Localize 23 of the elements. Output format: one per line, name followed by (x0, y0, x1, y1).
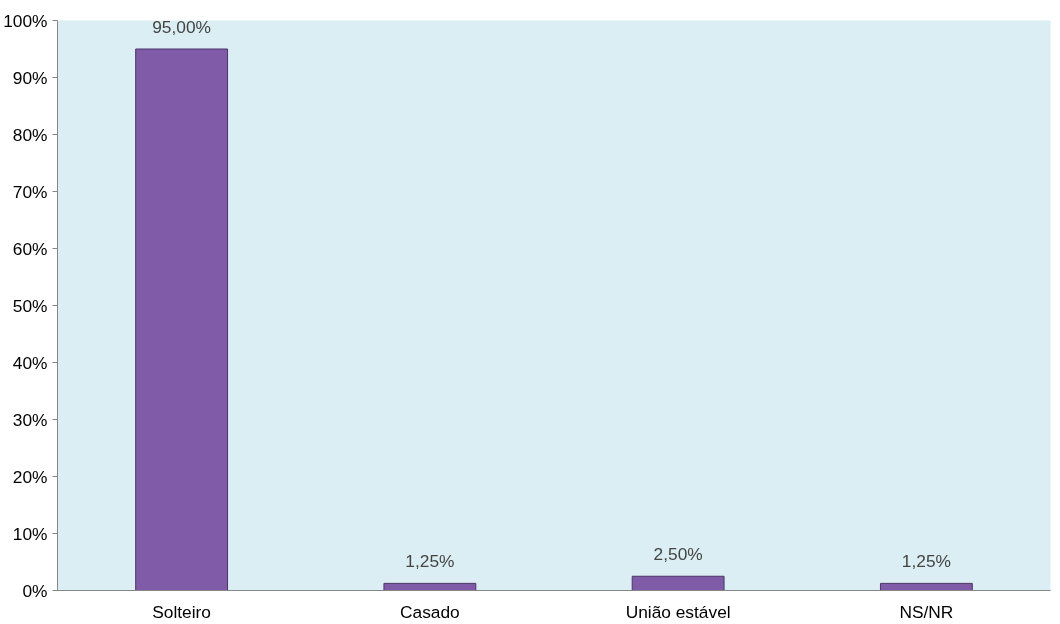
x-tick-label: NS/NR (899, 601, 954, 622)
y-tick-label: 30% (12, 409, 48, 430)
bar (135, 48, 229, 591)
x-tick-label: União estável (625, 601, 731, 622)
y-tick-label: 100% (3, 10, 48, 31)
bar (631, 575, 725, 591)
y-tick-label: 80% (12, 124, 48, 145)
y-tick-label: 90% (12, 67, 48, 88)
y-tick-label: 20% (12, 466, 48, 487)
y-tick-label: 40% (12, 352, 48, 373)
x-tick-label: Solteiro (152, 601, 212, 622)
data-label: 95,00% (152, 17, 212, 37)
bar (383, 582, 477, 591)
y-tick-label: 50% (12, 295, 48, 316)
data-label: 1,25% (901, 551, 951, 572)
data-label: 2,50% (653, 544, 703, 565)
y-tick-label: 10% (12, 523, 48, 544)
x-tick-label: Casado (400, 601, 460, 622)
y-tick-label: 60% (12, 238, 48, 259)
bar (879, 582, 973, 591)
y-tick-label: 0% (22, 580, 48, 601)
data-label: 1,25% (405, 551, 455, 572)
y-tick-label: 70% (12, 181, 48, 202)
